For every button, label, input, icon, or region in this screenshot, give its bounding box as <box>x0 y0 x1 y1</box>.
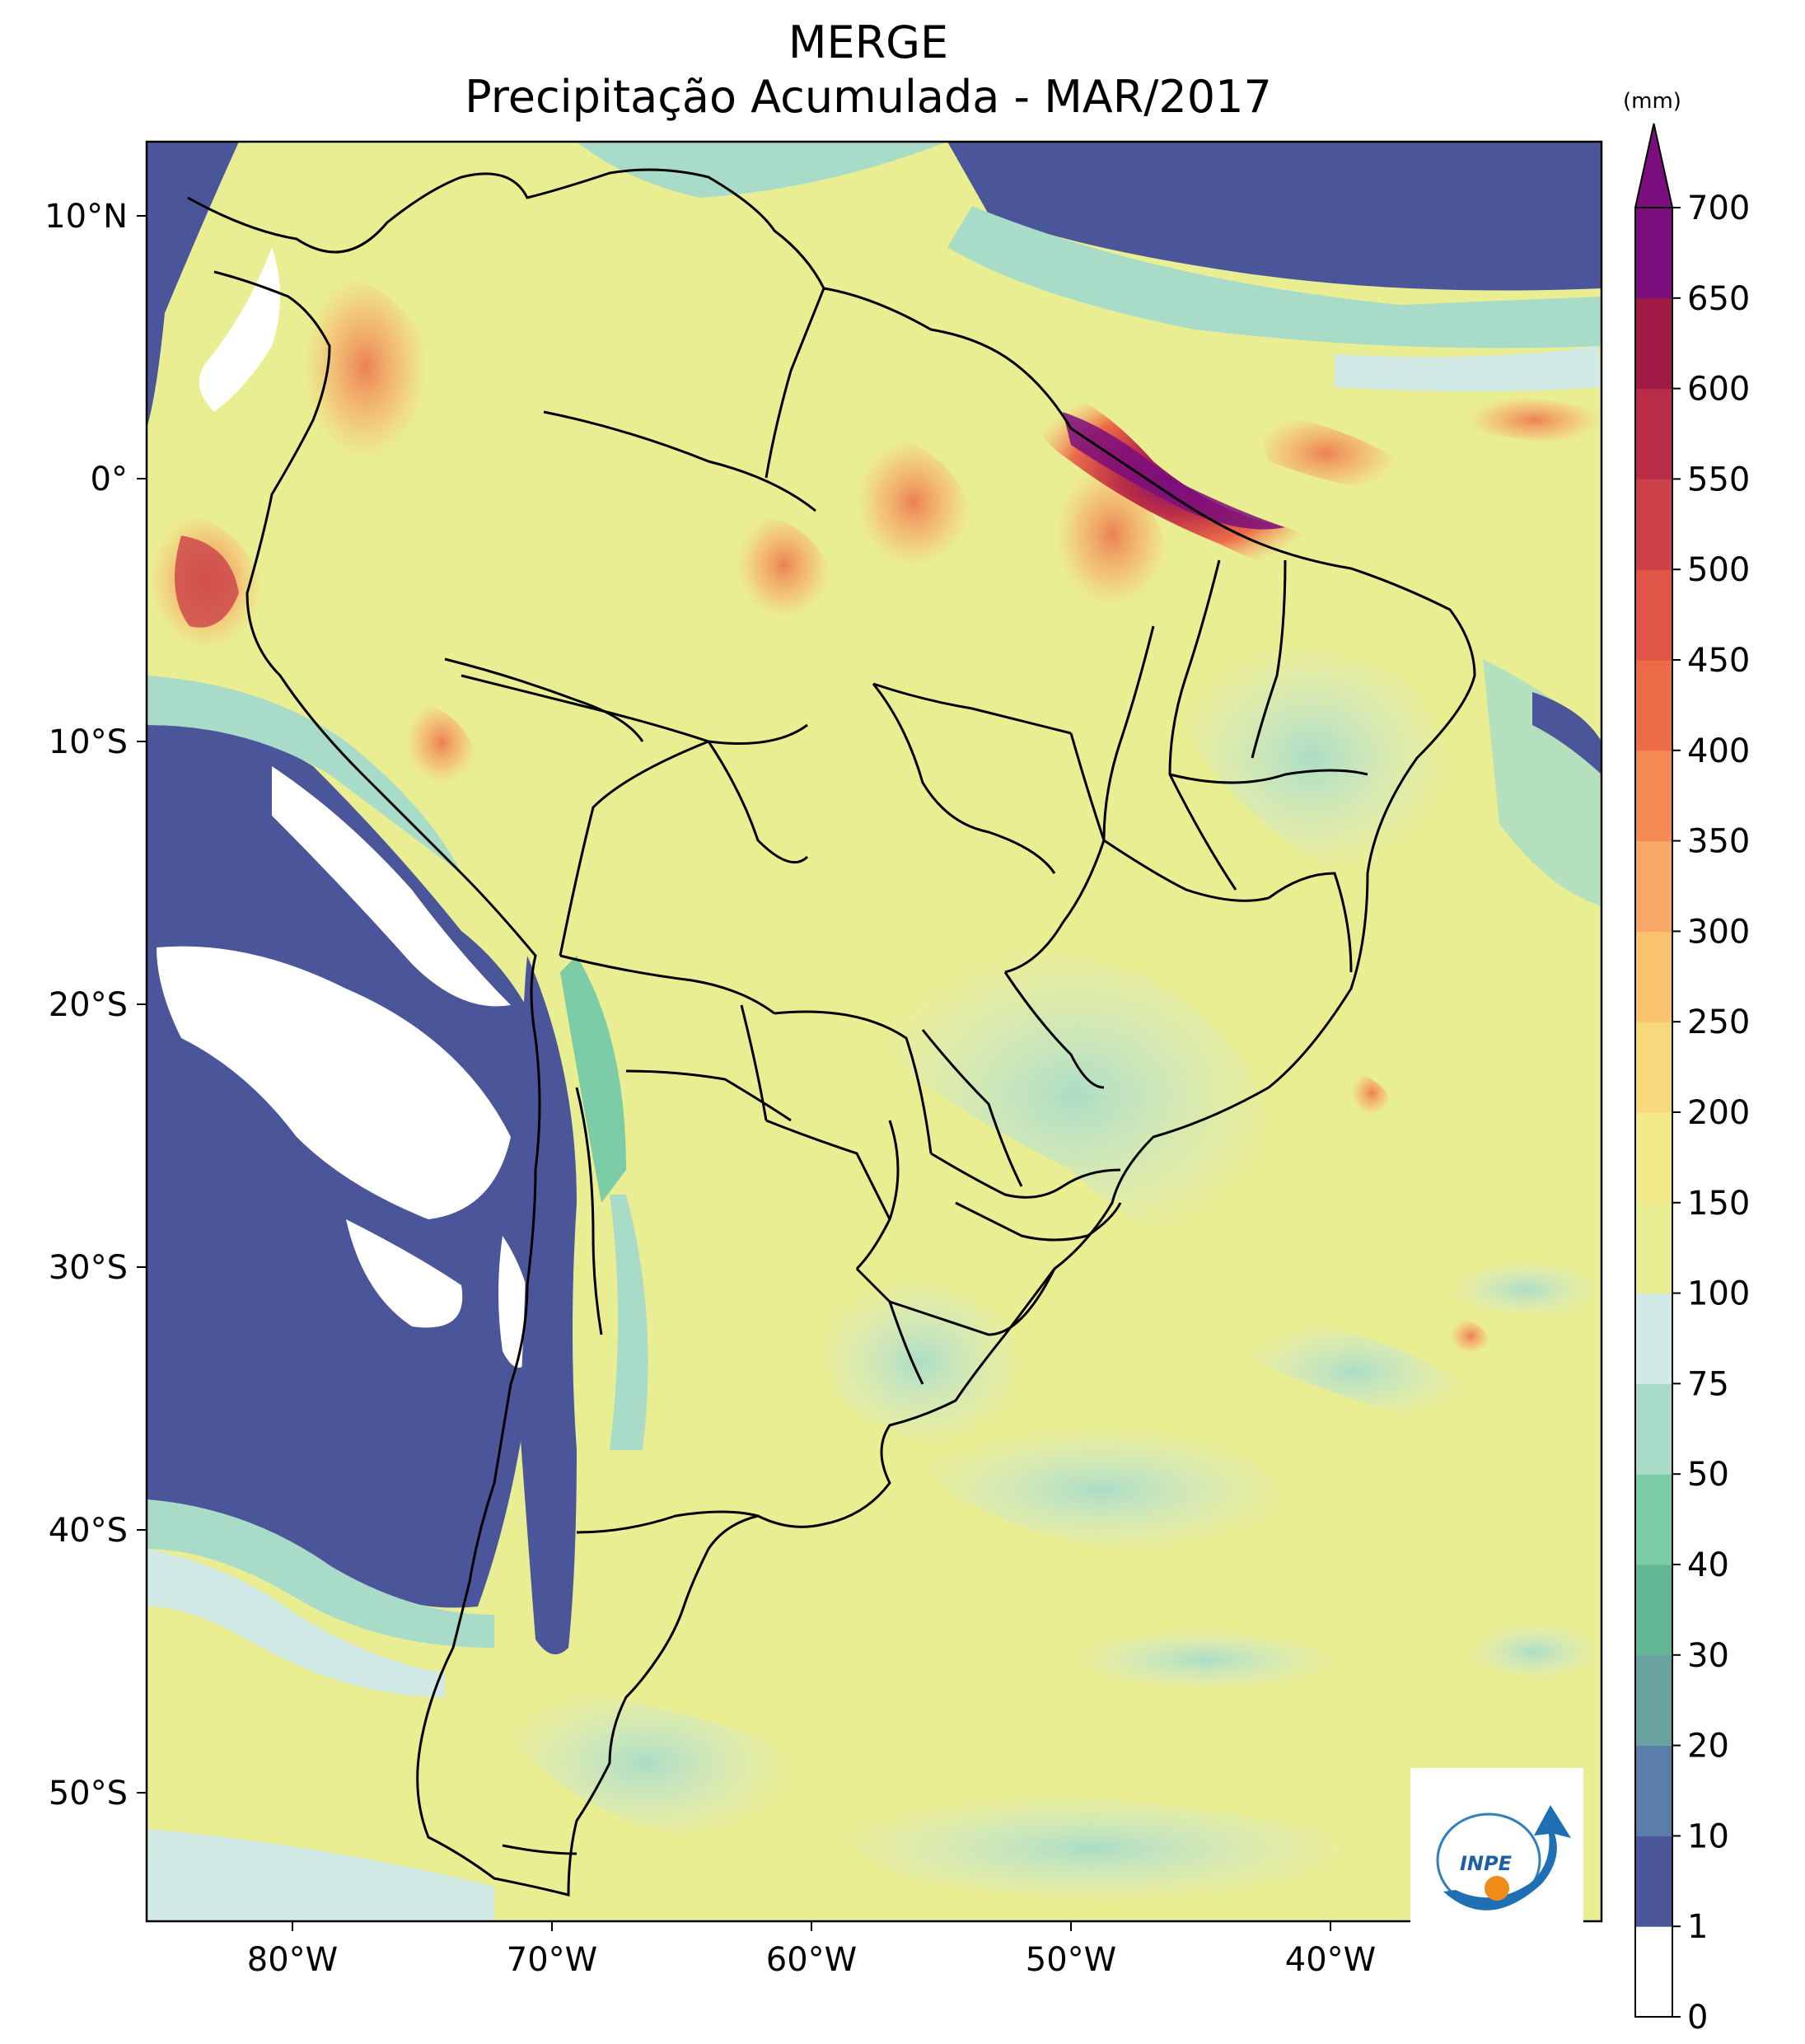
colorbar-swatch <box>1635 479 1672 570</box>
x-axis: 80°W 70°W 60°W 50°W 40°W <box>247 1921 1376 1979</box>
colorbar-label: 20 <box>1687 1728 1729 1766</box>
colorbar-swatch <box>1635 1022 1672 1113</box>
colorbar-extend-arrow <box>1634 123 1674 208</box>
colorbar-label: 600 <box>1687 371 1750 409</box>
y-tick-label: 30°S <box>49 1249 128 1287</box>
colorbar-label: 300 <box>1687 913 1750 951</box>
map-subtitle: Precipitação Acumulada - MAR/2017 <box>465 71 1272 123</box>
colorbar-swatch <box>1635 1474 1672 1565</box>
colorbar-swatch <box>1635 1654 1672 1747</box>
logo-dot-icon <box>1485 1876 1509 1901</box>
colorbar-label: 400 <box>1687 732 1750 770</box>
colorbar-label: 30 <box>1687 1637 1729 1675</box>
logo-text: INPE <box>1460 1852 1513 1875</box>
colorbar-label: 0 <box>1687 1999 1708 2037</box>
colorbar-label: 1 <box>1687 1908 1708 1946</box>
colorbar-swatch <box>1635 1202 1672 1294</box>
colorbar-swatch <box>1635 840 1672 932</box>
y-tick-label: 40°S <box>49 1512 128 1550</box>
colorbar-swatch <box>1635 1383 1672 1475</box>
x-tick-label: 80°W <box>247 1941 338 1979</box>
y-tick-label: 20°S <box>49 986 128 1024</box>
colorbar-label: 450 <box>1687 642 1750 680</box>
colorbar-label: 350 <box>1687 823 1750 861</box>
colorbar-swatch <box>1635 1745 1672 1836</box>
colorbar-swatch <box>1635 660 1672 751</box>
colorbar-label: 50 <box>1687 1456 1729 1494</box>
y-tick-label: 10°N <box>44 198 128 236</box>
colorbar: 0 1 10 20 30 40 50 75 100 150 200 250 300 350 400 450 50… <box>1634 123 1750 2037</box>
colorbar-label: 650 <box>1687 280 1750 318</box>
colorbar-label: 150 <box>1687 1185 1750 1223</box>
y-tick-label: 0° <box>91 461 128 498</box>
x-tick-label: 60°W <box>766 1941 857 1979</box>
precipitation-map <box>147 142 1602 1921</box>
colorbar-label: 250 <box>1687 1003 1750 1041</box>
logo-swoosh-icon <box>1443 1805 1571 1911</box>
colorbar-swatch <box>1635 750 1672 842</box>
inpe-logo: INPE <box>1410 1768 1583 1939</box>
colorbar-label: 10 <box>1687 1817 1729 1855</box>
map-title: MERGE <box>788 16 949 68</box>
colorbar-label: 700 <box>1687 189 1750 227</box>
x-tick-label: 70°W <box>507 1941 597 1979</box>
colorbar-label: 75 <box>1687 1365 1729 1403</box>
colorbar-swatch <box>1635 1926 1672 2018</box>
y-tick-label: 10°S <box>49 723 128 761</box>
colorbar-label: 200 <box>1687 1094 1750 1132</box>
colorbar-label: 100 <box>1687 1275 1750 1313</box>
y-tick-label: 50°S <box>49 1775 128 1812</box>
colorbar-swatch <box>1635 569 1672 661</box>
colorbar-swatch <box>1635 931 1672 1022</box>
map-frame <box>145 140 1603 1923</box>
colorbar-swatch <box>1635 208 1672 299</box>
country-borders <box>187 168 1476 1897</box>
colorbar-swatch <box>1635 1565 1672 1656</box>
colorbar-unit: (mm) <box>1623 89 1681 114</box>
colorbar-label: 550 <box>1687 461 1750 498</box>
y-axis: 10°N 0° 10°S 20°S 30°S 40°S 50°S <box>44 198 147 1812</box>
colorbar-label: 500 <box>1687 551 1750 589</box>
colorbar-swatch <box>1635 388 1672 479</box>
colorbar-label: 40 <box>1687 1546 1729 1584</box>
colorbar-swatch <box>1635 297 1672 390</box>
colorbar-swatch <box>1635 1293 1672 1384</box>
colorbar-swatch <box>1635 1836 1672 1927</box>
x-tick-label: 50°W <box>1026 1941 1116 1979</box>
x-tick-label: 40°W <box>1285 1941 1376 1979</box>
colorbar-swatch <box>1635 1112 1672 1204</box>
